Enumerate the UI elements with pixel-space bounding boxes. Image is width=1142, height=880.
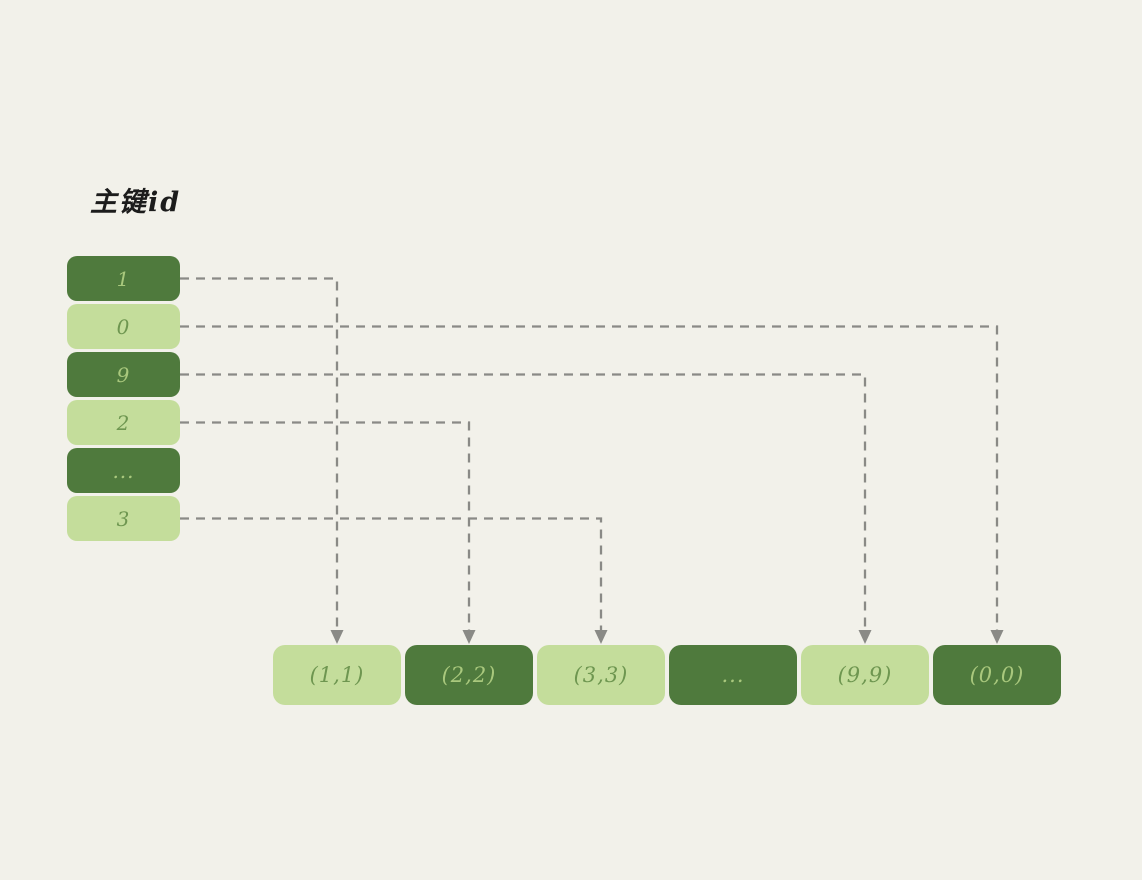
pair-node-1: (2,2) [405,645,533,705]
pk-node-0: 1 [67,256,180,301]
pk-node-5: 3 [67,496,180,541]
pk-node-3: 2 [67,400,180,445]
pk-node-2: 9 [67,352,180,397]
pair-node-0: (1,1) [273,645,401,705]
page-title: 主键id [90,187,182,218]
connector-line [180,517,603,630]
pair-node-3: ... [669,645,797,705]
arrowhead-icon [462,630,476,644]
pair-node-2: (3,3) [537,645,665,705]
arrowhead-icon [858,630,872,644]
pk-node-4: ... [67,448,180,493]
connector-line [180,421,471,630]
pair-node-5: (0,0) [933,645,1061,705]
pk-node-1: 0 [67,304,180,349]
connector-line [180,325,999,630]
arrowhead-icon [330,630,344,644]
arrowhead-icon [594,630,608,644]
pair-node-4: (9,9) [801,645,929,705]
connector-line [180,373,867,630]
connector-line [180,277,339,630]
arrowhead-icon [990,630,1004,644]
